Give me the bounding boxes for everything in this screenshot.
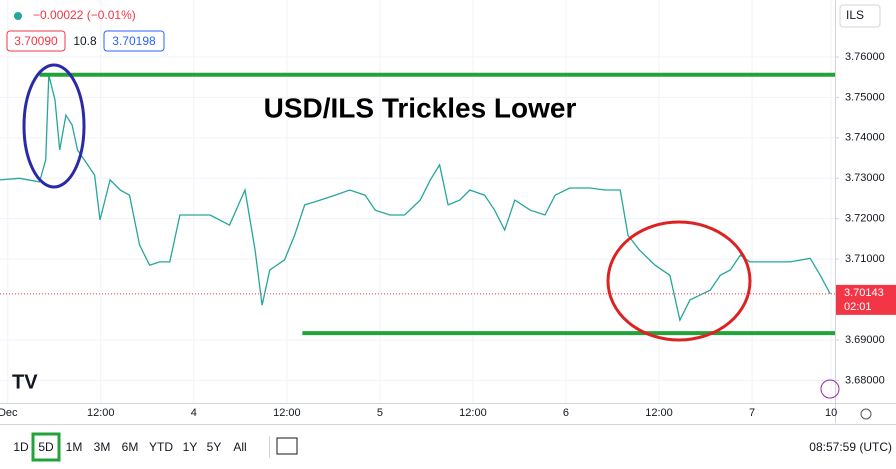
logo: TV <box>12 371 38 393</box>
range-button[interactable]: 5Y <box>207 440 222 454</box>
x-tick-label: 12:00 <box>645 407 673 419</box>
change: −0.00022 (−0.01%) <box>33 8 136 22</box>
currency: ILS <box>846 8 864 22</box>
range-button[interactable]: YTD <box>149 440 173 454</box>
price-line <box>0 75 831 323</box>
bid: 3.70090 <box>14 34 58 48</box>
alert-icon[interactable] <box>820 379 840 399</box>
y-tick-label: 3.71000 <box>845 253 885 265</box>
ask: 3.70198 <box>112 34 156 48</box>
grid <box>0 0 835 403</box>
last-price-box <box>836 284 896 315</box>
y-tick-label: 3.72000 <box>845 213 885 225</box>
range-button[interactable]: 1D <box>13 440 29 454</box>
x-tick-label: 10 <box>825 407 837 419</box>
y-tick-label: 3.68000 <box>845 374 885 386</box>
y-tick-label: 3.76000 <box>845 51 885 63</box>
y-tick-label: 3.73000 <box>845 172 885 184</box>
plot <box>0 72 835 336</box>
x-tick-label: 5 <box>377 407 383 419</box>
bid-box <box>6 30 66 52</box>
last-price-label: 3.70143 <box>844 287 884 299</box>
clock: 08:57:59 (UTC) <box>809 440 892 454</box>
range-button[interactable]: 1M <box>66 440 83 454</box>
x-tick-label: 4 <box>191 407 197 419</box>
settings-icon[interactable] <box>860 408 872 420</box>
x-tick-label: 12:00 <box>273 407 301 419</box>
currency-box <box>839 4 881 28</box>
x-tick-label: 12:00 <box>87 407 115 419</box>
date-range-icon[interactable] <box>276 437 298 455</box>
selected-range <box>31 432 61 462</box>
x-tick-label: 12:00 <box>459 407 487 419</box>
ask-box <box>103 30 165 52</box>
annotation-circle <box>606 220 752 342</box>
toolbar: 1D 5D 1M 3M 6M YTD 1Y 5Y All <box>13 432 247 462</box>
countdown: 02:01 <box>844 301 872 313</box>
chart-title: USD/ILS Trickles Lower <box>264 92 577 123</box>
y-tick-label: 3.74000 <box>845 132 885 144</box>
status-dot <box>14 12 22 20</box>
range-button[interactable]: 1Y <box>183 440 198 454</box>
range-button[interactable]: All <box>233 440 246 454</box>
annotation-circle <box>22 63 86 189</box>
x-tick-label: 7 <box>749 407 755 419</box>
y-tick-label: 3.75000 <box>845 91 885 103</box>
range-button[interactable]: 6M <box>122 440 139 454</box>
x-tick-label: Dec <box>0 407 18 419</box>
x-tick-label: 6 <box>563 407 569 419</box>
spread: 10.8 <box>73 34 97 48</box>
range-button[interactable]: 5D <box>38 440 54 454</box>
y-tick-label: 3.69000 <box>845 334 885 346</box>
range-button[interactable]: 3M <box>94 440 111 454</box>
